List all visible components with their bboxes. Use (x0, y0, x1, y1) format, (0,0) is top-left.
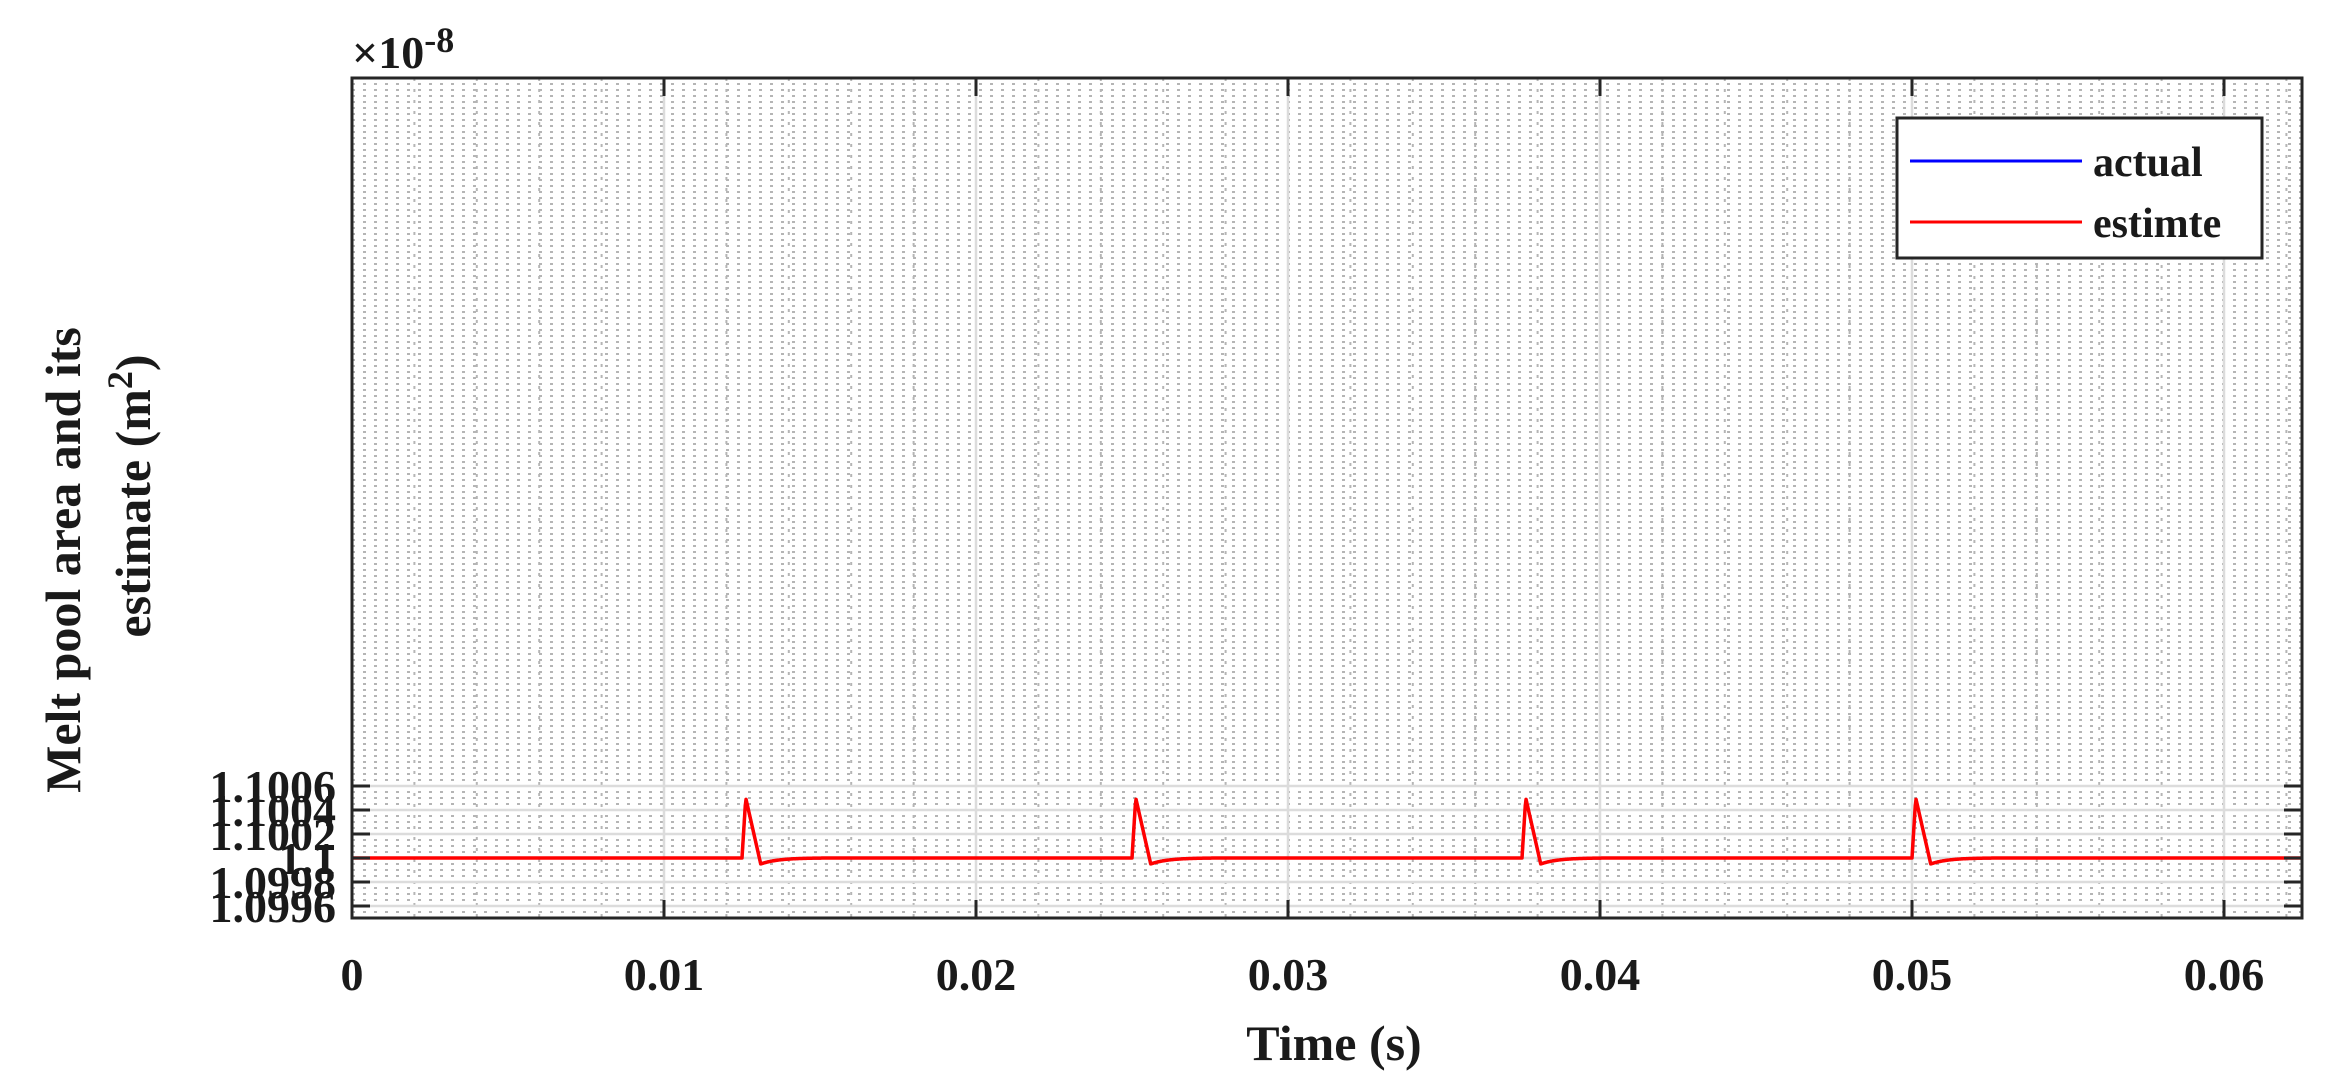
x-tick-label: 0.03 (1248, 949, 1329, 1000)
x-tick-label: 0.04 (1560, 949, 1641, 1000)
series-layer (351, 797, 2303, 866)
series-line-estimte (351, 797, 2303, 866)
y-axis-label-close: ) (105, 354, 161, 371)
y-tick-label: 1.1 (279, 833, 337, 884)
legend-box (1895, 116, 2264, 260)
x-axis-label: Time (s) (1246, 1015, 1421, 1071)
svg-text:estimate (m2): estimate (m2) (100, 354, 161, 637)
y-tick-label: 1.0996 (210, 881, 337, 932)
y-tick-label: 1.1002 (210, 809, 337, 860)
x-tick-label: 0.01 (624, 949, 705, 1000)
legend: actual estimte (1895, 116, 2264, 260)
y-exponent-label: ×10-8 (352, 20, 454, 78)
x-tick-label: 0.02 (936, 949, 1017, 1000)
y-exponent-power: -8 (424, 20, 454, 60)
y-tick-label: 1.1006 (210, 761, 337, 812)
y-axis-label-line1: Melt pool area and its (35, 327, 91, 793)
tick-labels: 0 0.01 0.02 0.03 0.04 0.05 0.061.09961.09981.1… (210, 761, 2265, 1000)
legend-label-estimte: estimte (2093, 201, 2221, 247)
y-axis-label: Melt pool area and its (35, 327, 91, 793)
ticks (350, 78, 2302, 918)
x-tick-label: 0.05 (1872, 949, 1953, 1000)
plot-frame (350, 76, 2304, 920)
y-tick-label: 1.1004 (210, 785, 337, 836)
y-axis-label-line2: estimate (m (105, 389, 161, 638)
legend-label-actual: actual (2093, 140, 2203, 186)
x-tick-label: 0.06 (2184, 949, 2265, 1000)
y-tick-label: 1.0998 (210, 857, 337, 908)
y-axis-label-2: estimate (m2) (100, 354, 161, 637)
y-axis-label-sup: 2 (100, 371, 140, 389)
x-tick-label: 0 (341, 949, 364, 1000)
